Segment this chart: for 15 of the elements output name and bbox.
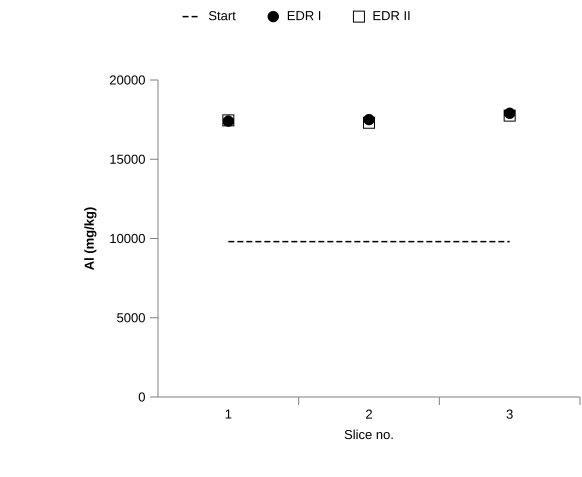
y-tick-label: 20000 [110, 75, 145, 85]
point [504, 110, 516, 122]
x-tick-label: 2 [366, 410, 372, 419]
legend-label: EDR II [373, 11, 410, 20]
x-tick-label: 1 [226, 410, 232, 418]
y-tick-label: 10000 [110, 234, 145, 244]
y-tick-label: 0 [138, 392, 145, 402]
y-tick-label: 5000 [117, 313, 145, 322]
legend-label: EDR I [288, 11, 320, 20]
x-axis-title: Slice no. [344, 430, 393, 440]
y-axis-title: Al (mg/kg) [84, 207, 96, 270]
y-tick-label: 15000 [110, 154, 145, 164]
legend-label: Start [208, 11, 236, 20]
point [363, 116, 375, 129]
x-tick-label: 3 [506, 410, 513, 419]
